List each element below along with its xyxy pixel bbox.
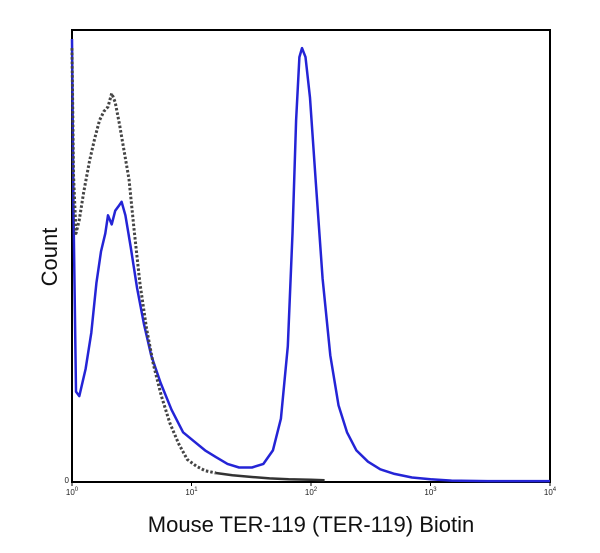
y-axis-title: Count (37, 228, 62, 287)
series-line-0 (70, 38, 550, 483)
x-axis-ticks: 100 101 102 103 104 (66, 482, 557, 497)
x-tick-label: 102 (305, 487, 318, 497)
x-tick-label: 103 (424, 487, 437, 497)
y-axis-ticks: 0 (65, 476, 70, 485)
y-tick-label: 0 (65, 476, 70, 485)
x-tick-label: 101 (185, 487, 198, 497)
series-layer (70, 38, 550, 483)
series-line-1 (70, 48, 217, 475)
x-tick-label: 100 (66, 487, 79, 497)
series-line-2 (215, 471, 325, 482)
x-axis-title: Mouse TER-119 (TER-119) Biotin (148, 512, 474, 537)
x-tick-label: 104 (544, 487, 557, 497)
